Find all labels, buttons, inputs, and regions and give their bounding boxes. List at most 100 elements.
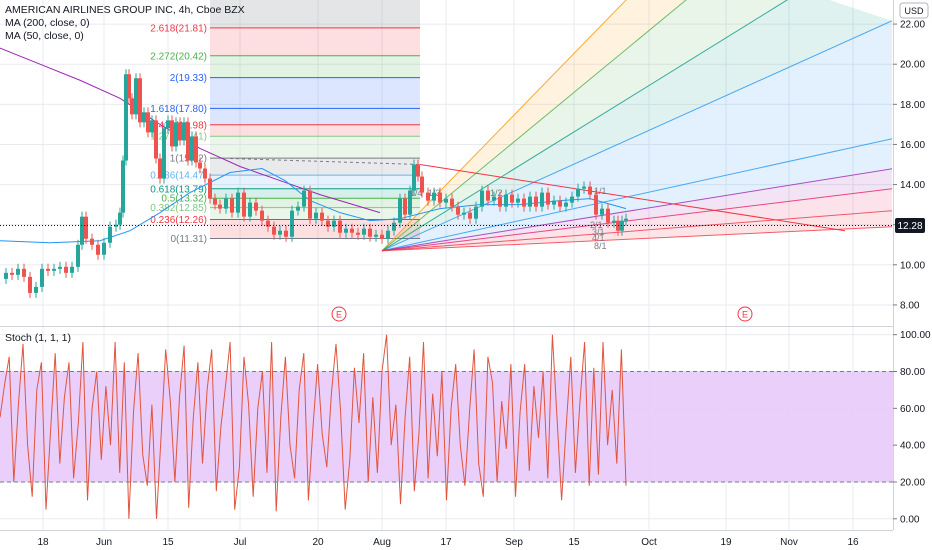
candle-body	[588, 186, 592, 195]
gann-label: 8/1	[594, 241, 607, 251]
stoch-legend[interactable]: Stoch (1, 1, 1)	[5, 332, 71, 344]
stoch-band	[0, 371, 893, 482]
candle-body	[254, 202, 258, 211]
candle-body	[102, 242, 106, 255]
candle-body	[504, 194, 508, 207]
currency-badge[interactable]	[899, 2, 929, 19]
candle-body	[127, 74, 131, 99]
time-tick-label: 20	[312, 537, 324, 548]
last-price-tag	[895, 218, 925, 233]
oscillator-axis[interactable]: 0.00 20.00 40.00 60.00 80.00 100.00	[893, 330, 931, 525]
osc-tick-label: 100.00	[900, 330, 931, 341]
stoch-line	[0, 334, 627, 519]
candle-body	[134, 78, 138, 115]
candle-body	[236, 192, 240, 213]
candle-body	[260, 210, 264, 221]
candle-body	[224, 198, 228, 209]
candle-body	[386, 230, 390, 239]
gann-label: 1/4	[410, 188, 423, 198]
trend-line-connector	[229, 157, 421, 166]
candle-body	[403, 198, 407, 215]
candle-body	[528, 196, 532, 207]
candle-body	[158, 158, 162, 179]
candle-body	[170, 120, 174, 147]
candle-body	[540, 192, 544, 207]
candle-body	[84, 216, 88, 239]
candle-body	[432, 192, 436, 201]
price-tick-label: 16.00	[900, 140, 925, 151]
candle-body	[350, 228, 354, 233]
trend-line-upper	[419, 164, 846, 232]
candle-body	[552, 200, 556, 205]
candle-body	[450, 198, 454, 207]
candle-body	[138, 78, 142, 123]
candle-body	[242, 192, 246, 217]
fib-zone	[210, 175, 420, 189]
candle-body	[326, 220, 330, 227]
candle-body	[356, 232, 360, 235]
fib-zone	[210, 77, 420, 109]
fib-level-label: 2.272(20.42)	[150, 51, 207, 62]
ma200-line	[0, 47, 381, 214]
trend-lines[interactable]	[229, 157, 846, 232]
candle-body	[266, 220, 270, 227]
gann-ray	[381, 20, 893, 252]
gann-ray	[381, 138, 893, 252]
candle-body	[80, 216, 84, 245]
gann-label: 4/1	[592, 233, 605, 243]
fib-level-label: 0.236(12.26)	[150, 215, 207, 226]
fib-zone	[210, 158, 420, 176]
earnings-badge	[331, 306, 347, 322]
fib-level-label: 0.618(13.79)	[150, 184, 207, 195]
time-tick-label: 15	[568, 537, 580, 548]
time-tick-label: Jul	[234, 537, 247, 548]
candle-body	[16, 268, 20, 275]
ma200-legend[interactable]: MA (200, close, 0)	[5, 17, 90, 29]
candle-body	[412, 164, 416, 191]
candle-body	[213, 198, 217, 205]
candle-body	[320, 212, 324, 221]
candle-body	[124, 74, 128, 161]
candle-body	[194, 136, 198, 163]
osc-tick-label: 40.00	[900, 441, 925, 452]
price-tick-label: 14.00	[900, 180, 925, 191]
osc-tick-label: 0.00	[900, 514, 920, 525]
candle-body	[444, 198, 448, 203]
candle-body	[166, 120, 170, 129]
candle-body	[546, 192, 550, 205]
candle-body	[121, 160, 125, 213]
candle-body	[96, 244, 100, 255]
candle-body	[290, 210, 294, 237]
candle-body	[296, 206, 300, 211]
candle-body	[368, 228, 372, 237]
symbol-title[interactable]: AMERICAN AIRLINES GROUP INC, 4h, Cboe BZ…	[5, 4, 245, 16]
candle-body	[474, 206, 478, 219]
candle-body	[522, 198, 526, 207]
candle-body	[4, 272, 8, 279]
gann-ray	[381, 188, 893, 252]
candle-body	[308, 190, 312, 219]
time-tick-label: 17	[440, 537, 452, 548]
candle-body	[338, 220, 342, 233]
fib-level-label: 0.786(14.47)	[150, 171, 207, 182]
currency-label: USD	[904, 6, 924, 16]
candle-body	[624, 218, 628, 221]
candle-body	[408, 190, 412, 215]
candle-body	[52, 268, 56, 271]
candle-body	[284, 230, 288, 237]
price-tick-label: 20.00	[900, 60, 925, 71]
candle-body	[576, 188, 580, 197]
candle-body	[480, 190, 484, 207]
time-axis[interactable]: 18 Jun 15 Jul 20 Aug 17 Sep 15 Oct 19 Nov 16	[37, 537, 859, 548]
candle-body	[10, 272, 14, 275]
ma50-legend[interactable]: MA (50, close, 0)	[5, 30, 84, 42]
gann-label: 2/1	[590, 220, 603, 230]
time-tick-label: Nov	[780, 537, 798, 548]
candle-body	[118, 212, 122, 225]
gann-fan[interactable]: 1/41/31/21/12/13/14/18/1	[381, 0, 893, 252]
candle-body	[40, 268, 44, 287]
candle-body	[492, 196, 496, 201]
earnings-badge	[737, 306, 753, 322]
candle-body	[182, 122, 186, 141]
